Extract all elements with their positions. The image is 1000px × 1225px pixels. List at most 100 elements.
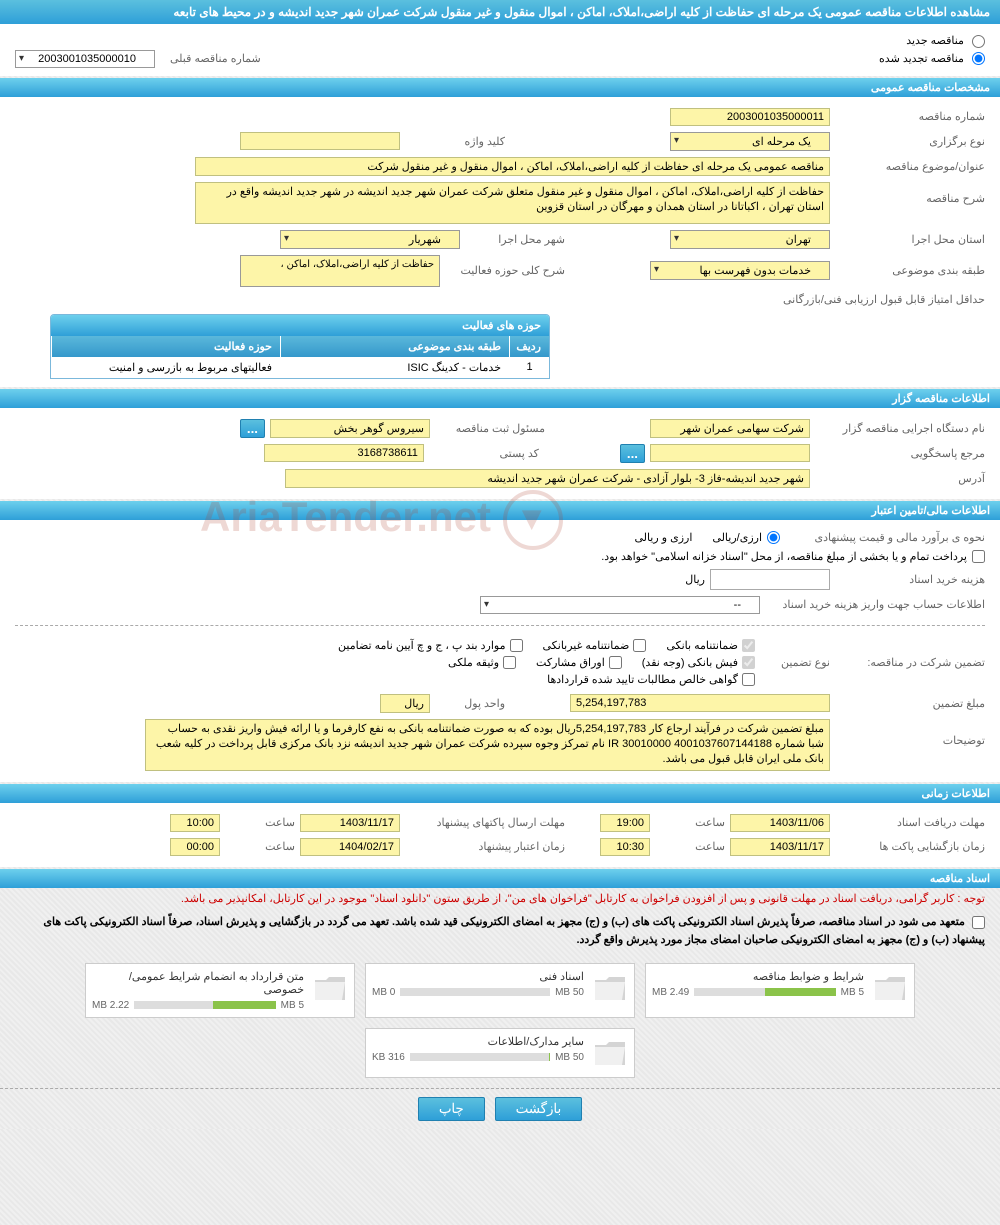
prev-number-select[interactable]: 2003001035000010 [15, 50, 155, 68]
section-timing: اطلاعات زمانی [0, 784, 1000, 803]
province-label: استان محل اجرا [835, 233, 985, 246]
rial-label: ریال [685, 573, 705, 586]
guarantee-label: تضمین شرکت در مناقصه: [835, 656, 985, 669]
section-general: مشخصات مناقصه عمومی [0, 78, 1000, 97]
response-more-button[interactable]: ... [620, 444, 645, 463]
commit-checkbox[interactable] [972, 916, 985, 929]
radio-renewed[interactable] [972, 52, 985, 65]
estimate-label: نحوه ی برآورد مالی و قیمت پیشنهادی [785, 531, 985, 544]
title-field: مناقصه عمومی یک مرحله ای حفاظت از کلیه ا… [195, 157, 830, 176]
notes-field: مبلغ تضمین شرکت در فرآیند ارجاع کار 5,25… [145, 719, 830, 771]
main-title: مشاهده اطلاعات مناقصه عمومی یک مرحله ای … [0, 0, 1000, 24]
reg-field: سیروس گوهر بخش [270, 419, 430, 438]
chk-cash[interactable] [742, 656, 755, 669]
progress-bar [134, 1001, 275, 1009]
type-label: نوع برگزاری [835, 135, 985, 148]
prev-number-label: شماره مناقصه قبلی [160, 52, 261, 65]
opening-date: 1403/11/17 [730, 838, 830, 856]
file-size: 316 KB [372, 1052, 405, 1063]
chk-nonbank[interactable] [633, 639, 646, 652]
chk-bank-label: ضمانتنامه بانکی [666, 639, 738, 652]
holder-area: نام دستگاه اجرایی مناقصه گزار شرکت سهامی… [0, 408, 1000, 499]
section-documents: اسناد مناقصه [0, 869, 1000, 888]
chk-cash-label: فیش بانکی (وجه نقد) [642, 656, 738, 669]
section-holder: اطلاعات مناقصه گزار [0, 389, 1000, 408]
file-card[interactable]: اسناد فنی 50 MB 0 MB [365, 963, 635, 1018]
account-select[interactable]: -- [480, 596, 760, 614]
number-label: شماره مناقصه [835, 110, 985, 123]
radio-currency[interactable] [767, 531, 780, 544]
chk-property-label: وثیقه ملکی [448, 656, 499, 669]
min-score-label: حداقل امتیاز قابل قبول ارزیابی فنی/بازرگ… [765, 293, 985, 306]
city-select[interactable]: شهریار [280, 230, 460, 249]
file-title: شرایط و ضوابط مناقصه [652, 970, 864, 987]
treasury-checkbox[interactable] [972, 550, 985, 563]
chk-bonds[interactable] [609, 656, 622, 669]
validity-time: 00:00 [170, 838, 220, 856]
progress-bar [694, 988, 835, 996]
amount-label: مبلغ تضمین [835, 697, 985, 710]
file-size: 2.49 MB [652, 987, 689, 998]
chk-property[interactable] [503, 656, 516, 669]
deadline-send-date: 1403/11/17 [300, 814, 400, 832]
back-button[interactable]: بازگشت [495, 1097, 583, 1121]
chk-bonds-label: اوراق مشارکت [536, 656, 605, 669]
desc-label: شرح مناقصه [835, 182, 985, 205]
print-button[interactable]: چاپ [418, 1097, 485, 1121]
address-label: آدرس [815, 472, 985, 485]
currency-label: ارزی/ریالی [712, 531, 762, 544]
guarantee-type-label: نوع تضمین [760, 656, 830, 669]
file-cap: 50 MB [555, 1052, 584, 1063]
chk-bank[interactable] [742, 639, 755, 652]
number-field: 2003001035000011 [670, 108, 830, 126]
province-select[interactable]: تهران [670, 230, 830, 249]
deadline-docs-date: 1403/11/06 [730, 814, 830, 832]
category-select[interactable]: خدمات بدون فهرست بها [650, 261, 830, 280]
notice-black: متعهد می شود در اسناد مناقصه، صرفاً پذیر… [0, 911, 1000, 952]
chk-clauses[interactable] [510, 639, 523, 652]
file-size: 0 MB [372, 987, 395, 998]
deadline-docs-label: مهلت دریافت اسناد [835, 816, 985, 829]
radio-new[interactable] [972, 35, 985, 48]
file-card[interactable]: سایر مدارک/اطلاعات 50 MB 316 KB [365, 1028, 635, 1078]
notice-red: توجه : کاربر گرامی، دریافت اسناد در مهلت… [0, 888, 1000, 912]
keyword-field[interactable] [240, 132, 400, 150]
reg-more-button[interactable]: ... [240, 419, 265, 438]
chk-cert[interactable] [742, 673, 755, 686]
act-desc-list[interactable]: حفاظت از کلیه اراضی،املاک، اماکن ، [240, 255, 440, 287]
timing-area: مهلت دریافت اسناد 1403/11/06 ساعت 19:00 … [0, 803, 1000, 867]
doc-cost-input[interactable] [710, 569, 830, 590]
treasury-note: پرداخت تمام و یا بخشی از مبلغ مناقصه، از… [601, 550, 967, 563]
col-idx: ردیف [509, 336, 549, 357]
deadline-send-label: مهلت ارسال پاکتهای پیشنهاد [405, 816, 565, 829]
row-idx: 1 [509, 357, 549, 378]
file-title: متن قرارداد به انضمام شرایط عمومی/خصوصی [92, 970, 304, 1000]
time-label-3: ساعت [655, 840, 725, 853]
folder-icon [312, 970, 348, 1006]
radio-new-label: مناقصه جدید [906, 35, 964, 47]
time-label-4: ساعت [225, 840, 295, 853]
files-grid: شرایط و ضوابط مناقصه 5 MB 2.49 MB اسناد … [0, 953, 1000, 1088]
time-label-1: ساعت [655, 816, 725, 829]
file-cap: 50 MB [555, 987, 584, 998]
radio-renewed-label: مناقصه تجدید شده [879, 53, 964, 65]
desc-field: حفاظت از کلیه اراضی،املاک، اماکن ، اموال… [195, 182, 830, 224]
category-label: طبقه بندی موضوعی [835, 264, 985, 277]
org-field: شرکت سهامی عمران شهر [650, 419, 810, 438]
progress-bar [410, 1053, 550, 1061]
file-card[interactable]: متن قرارداد به انضمام شرایط عمومی/خصوصی … [85, 963, 355, 1018]
file-card[interactable]: شرایط و ضوابط مناقصه 5 MB 2.49 MB [645, 963, 915, 1018]
col-act: حوزه فعالیت [51, 336, 280, 357]
progress-bar [400, 988, 550, 996]
postal-label: کد پستی [429, 447, 539, 460]
time-label-2: ساعت [225, 816, 295, 829]
general-area: شماره مناقصه 2003001035000011 نوع برگزار… [0, 97, 1000, 387]
notes-label: توضیحات [835, 719, 985, 747]
deadline-send-time: 10:00 [170, 814, 220, 832]
deadline-docs-time: 19:00 [600, 814, 650, 832]
divider [15, 625, 985, 626]
folder-icon [592, 970, 628, 1006]
folder-icon [872, 970, 908, 1006]
type-select[interactable]: یک مرحله ای [670, 132, 830, 151]
postal-field: 3168738611 [264, 444, 424, 462]
